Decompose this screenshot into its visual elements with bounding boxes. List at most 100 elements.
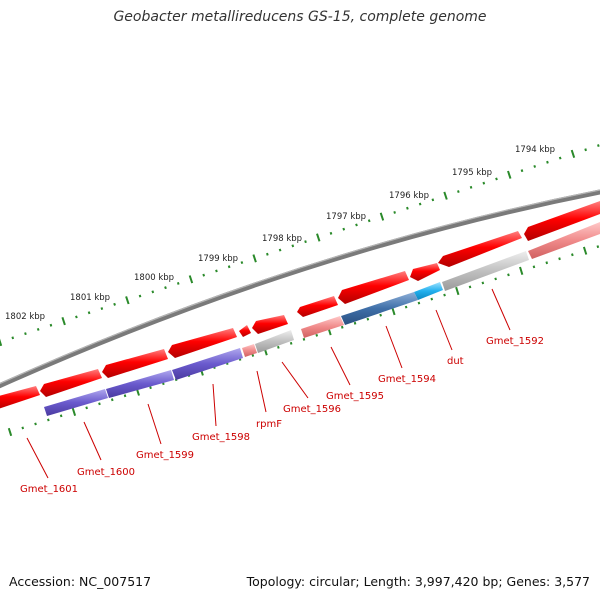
outer-scale-major-tick <box>0 338 3 347</box>
outer-scale-major-tick <box>188 275 194 284</box>
outer-scale-major-tick <box>61 316 66 326</box>
inner-scale-minor-tick <box>85 406 88 410</box>
outer-scale-minor-tick <box>304 240 307 244</box>
inner-scale-minor-tick <box>98 402 101 406</box>
outer-scale-minor-tick <box>202 273 206 277</box>
cds-arrow[interactable] <box>410 263 440 281</box>
cds-arrow[interactable] <box>168 328 237 358</box>
cds-arrow[interactable] <box>297 296 338 317</box>
feature-segment-gmet-1598[interactable] <box>172 348 243 380</box>
kbp-label-1800: 1800 kbp <box>134 273 174 283</box>
map-title: Geobacter metallireducens GS-15, complet… <box>113 9 487 25</box>
callout-line-gmet-1592 <box>491 288 511 331</box>
kbp-label-1796: 1796 kbp <box>389 191 429 201</box>
callout-line-gmet-1600 <box>83 421 102 461</box>
outer-scale-minor-tick <box>164 286 167 290</box>
outer-scale-minor-tick <box>215 269 218 273</box>
gene-label-gmet-1596[interactable]: Gmet_1596 <box>283 404 341 415</box>
inner-scale-minor-tick <box>47 418 50 422</box>
outer-scale-major-tick <box>125 296 130 305</box>
inner-scale-minor-tick <box>494 277 497 281</box>
feature-segment-gmet-1594[interactable] <box>341 292 418 325</box>
feature-segment-gmet-1592[interactable] <box>442 251 529 291</box>
outer-scale-minor-tick <box>342 227 346 231</box>
outer-scale-minor-tick <box>36 327 40 331</box>
gene-callout-lines <box>26 288 511 479</box>
gene-label-rpmf[interactable]: rpmF <box>256 419 282 430</box>
outer-scale-minor-tick <box>584 148 587 152</box>
callout-line-gmet-1596 <box>281 361 309 399</box>
inner-scale-minor-tick <box>430 297 434 301</box>
gene-label-gmet-1601[interactable]: Gmet_1601 <box>20 484 78 495</box>
outer-scale-minor-tick <box>597 144 600 147</box>
outer-scale-minor-tick <box>291 244 295 248</box>
gene-label-gmet-1592[interactable]: Gmet_1592 <box>486 336 544 347</box>
feature-segment-rpmf[interactable] <box>242 344 257 357</box>
outer-scale-minor-tick <box>100 307 104 310</box>
inner-scale-major-tick <box>71 407 77 416</box>
gene-label-gmet-1599[interactable]: Gmet_1599 <box>136 450 194 461</box>
cds-arrow[interactable] <box>524 201 600 241</box>
outer-scale-minor-tick <box>469 185 473 189</box>
cds-arrow[interactable] <box>239 325 251 337</box>
inner-scale-minor-tick <box>59 414 63 418</box>
feature-segment-gmet-1596[interactable] <box>255 330 294 353</box>
inner-scale-minor-tick <box>404 305 408 309</box>
kbp-label-1798: 1798 kbp <box>262 234 302 244</box>
outer-scale-minor-tick <box>406 206 409 210</box>
feature-segment-dut[interactable] <box>414 282 443 300</box>
gene-label-gmet-1598[interactable]: Gmet_1598 <box>192 432 250 443</box>
outer-scale-minor-tick <box>151 290 155 294</box>
outer-scale-minor-tick <box>176 282 180 285</box>
outer-scale-minor-tick <box>431 198 435 202</box>
outer-scale-minor-tick <box>393 211 396 214</box>
inner-scale-minor-tick <box>315 333 319 337</box>
kbp-label-1795: 1795 kbp <box>452 168 492 178</box>
cds-arrow[interactable] <box>40 369 102 397</box>
cds-arrow[interactable] <box>0 386 40 410</box>
callout-line-gmet-1599 <box>147 403 162 445</box>
inner-scale-minor-tick <box>21 426 25 430</box>
outer-scale-minor-tick <box>482 181 486 185</box>
outer-scale-minor-tick <box>266 252 269 256</box>
feature-segment[interactable] <box>528 222 600 259</box>
cds-arrow[interactable] <box>252 315 288 334</box>
outer-tick-track <box>0 144 600 347</box>
gene-label-gmet-1600[interactable]: Gmet_1600 <box>77 467 135 478</box>
kbp-label-1801: 1801 kbp <box>70 293 110 303</box>
inner-scale-minor-tick <box>468 285 472 289</box>
kbp-label-1797: 1797 kbp <box>326 212 366 222</box>
cds-arrow[interactable] <box>338 271 409 304</box>
forward-strand-genes <box>0 201 600 410</box>
outer-scale-minor-tick <box>138 294 142 298</box>
feature-segment-gmet-1600[interactable] <box>44 389 108 416</box>
genome-summary-text: Topology: circular; Length: 3,997,420 bp… <box>246 574 590 589</box>
cds-arrow[interactable] <box>102 349 168 378</box>
gene-label-dut[interactable]: dut <box>447 356 464 367</box>
outer-scale-major-tick <box>379 212 385 221</box>
outer-scale-major-tick <box>570 149 576 159</box>
genome-backbone-highlight <box>0 189 600 385</box>
inner-scale-minor-tick <box>149 386 152 390</box>
gene-label-gmet-1594[interactable]: Gmet_1594 <box>378 374 436 385</box>
callout-line-gmet-1601 <box>26 437 49 479</box>
outer-scale-minor-tick <box>75 315 78 319</box>
outer-scale-minor-tick <box>457 190 460 193</box>
accession-text: Accession: NC_007517 <box>9 574 152 589</box>
cds-arrow[interactable] <box>438 231 522 267</box>
inner-scale-minor-tick <box>532 265 536 269</box>
inner-scale-minor-tick <box>366 317 370 321</box>
inner-scale-minor-tick <box>340 325 344 329</box>
feature-segment-gmet-1595[interactable] <box>301 316 344 338</box>
inner-scale-minor-tick <box>110 398 114 402</box>
outer-scale-minor-tick <box>49 323 53 327</box>
gene-labels: Gmet_1592 dut Gmet_1594 Gmet_1595 Gmet_1… <box>20 336 544 495</box>
outer-scale-minor-tick <box>11 336 15 340</box>
outer-scale-minor-tick <box>533 164 537 168</box>
outer-scale-minor-tick <box>113 302 116 306</box>
feature-segment-gmet-1599[interactable] <box>106 370 174 398</box>
outer-scale-minor-tick <box>355 223 358 227</box>
outer-scale-minor-tick <box>495 177 498 181</box>
gene-label-gmet-1595[interactable]: Gmet_1595 <box>326 391 384 402</box>
